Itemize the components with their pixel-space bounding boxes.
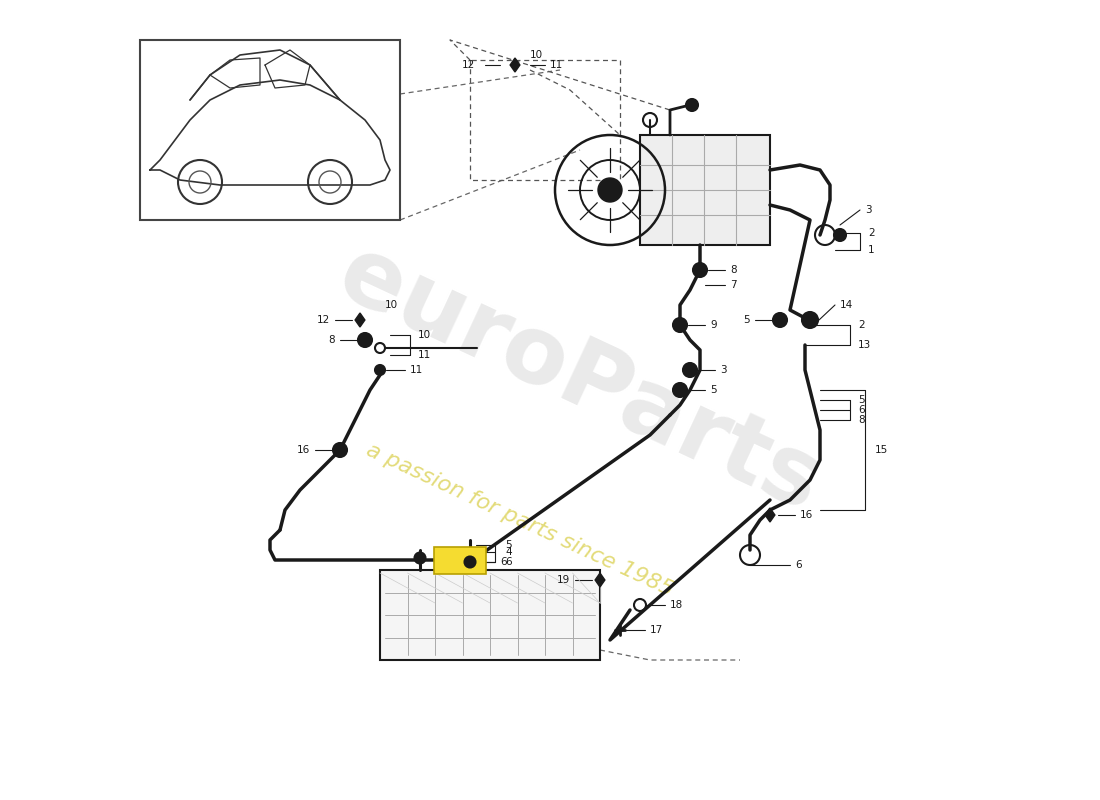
Circle shape (598, 178, 622, 202)
FancyBboxPatch shape (434, 547, 486, 574)
Text: 8: 8 (329, 335, 336, 345)
Text: 6: 6 (500, 557, 507, 567)
Text: 17: 17 (650, 625, 663, 635)
Circle shape (773, 313, 786, 327)
Text: 6: 6 (858, 405, 865, 415)
Text: 10: 10 (418, 330, 431, 340)
Text: 8: 8 (730, 265, 737, 275)
Text: 18: 18 (670, 600, 683, 610)
Text: 12: 12 (317, 315, 330, 325)
Text: 16: 16 (297, 445, 310, 455)
Circle shape (686, 99, 698, 111)
Text: 10: 10 (385, 300, 398, 310)
Text: 14: 14 (840, 300, 854, 310)
Text: 3: 3 (865, 205, 871, 215)
Text: 11: 11 (418, 350, 431, 360)
Text: 7: 7 (730, 280, 737, 290)
Text: 8: 8 (858, 415, 865, 425)
Text: 3: 3 (720, 365, 727, 375)
Circle shape (693, 263, 707, 277)
FancyBboxPatch shape (379, 570, 600, 660)
Text: 19: 19 (557, 575, 570, 585)
Text: 11: 11 (550, 60, 563, 70)
Circle shape (415, 553, 426, 563)
Text: 6: 6 (795, 560, 802, 570)
Circle shape (673, 318, 688, 332)
Text: 5: 5 (744, 315, 750, 325)
FancyBboxPatch shape (640, 135, 770, 245)
Text: 12: 12 (462, 60, 475, 70)
Polygon shape (510, 58, 520, 72)
Circle shape (683, 363, 697, 377)
Text: 11: 11 (410, 365, 424, 375)
Text: 13: 13 (858, 340, 871, 350)
Text: 5: 5 (858, 395, 865, 405)
Polygon shape (766, 508, 774, 522)
Circle shape (375, 365, 385, 375)
Circle shape (333, 443, 346, 457)
Polygon shape (595, 573, 605, 587)
Text: a passion for parts since 1985: a passion for parts since 1985 (363, 440, 676, 600)
Text: euroParts: euroParts (324, 228, 836, 532)
Text: 15: 15 (874, 445, 889, 455)
Text: 1: 1 (868, 245, 875, 255)
FancyBboxPatch shape (140, 40, 400, 220)
Circle shape (673, 383, 688, 397)
Circle shape (358, 333, 372, 347)
Circle shape (464, 557, 475, 567)
Circle shape (834, 229, 846, 241)
Text: 10: 10 (530, 50, 543, 60)
Text: 16: 16 (800, 510, 813, 520)
Circle shape (802, 312, 818, 328)
Text: 5: 5 (505, 540, 512, 550)
Text: 4: 4 (505, 547, 512, 557)
Text: 6: 6 (505, 557, 512, 567)
Text: 2: 2 (858, 320, 865, 330)
Text: 5: 5 (710, 385, 716, 395)
Text: 9: 9 (710, 320, 716, 330)
Polygon shape (355, 313, 365, 327)
Text: 2: 2 (868, 228, 875, 238)
